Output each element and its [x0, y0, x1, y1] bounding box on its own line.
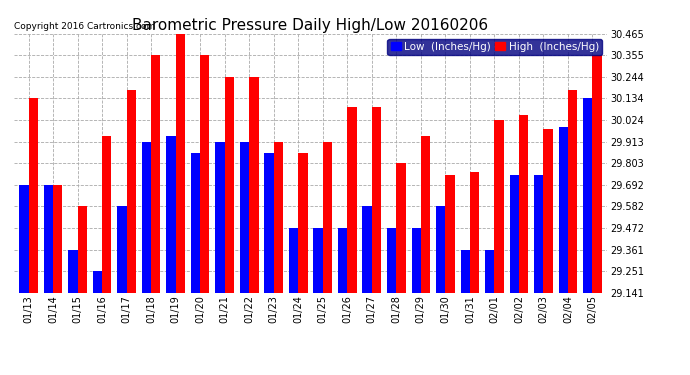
Bar: [298, 153, 308, 292]
Bar: [200, 55, 210, 292]
Bar: [396, 163, 406, 292]
Bar: [77, 206, 87, 292]
Bar: [19, 184, 28, 292]
Bar: [534, 176, 544, 292]
Bar: [372, 107, 381, 292]
Bar: [460, 249, 470, 292]
Bar: [362, 206, 372, 292]
Text: Copyright 2016 Cartronics.com: Copyright 2016 Cartronics.com: [14, 22, 155, 31]
Bar: [215, 142, 225, 292]
Title: Barometric Pressure Daily High/Low 20160206: Barometric Pressure Daily High/Low 20160…: [132, 18, 489, 33]
Bar: [289, 228, 298, 292]
Bar: [347, 107, 357, 292]
Bar: [559, 127, 568, 292]
Bar: [470, 171, 479, 292]
Bar: [338, 228, 347, 292]
Bar: [176, 34, 185, 292]
Bar: [436, 206, 445, 292]
Bar: [421, 136, 430, 292]
Bar: [151, 55, 161, 292]
Bar: [166, 136, 176, 292]
Bar: [510, 176, 519, 292]
Bar: [544, 129, 553, 292]
Bar: [264, 153, 274, 292]
Bar: [191, 153, 200, 292]
Bar: [568, 90, 578, 292]
Bar: [495, 120, 504, 292]
Bar: [411, 228, 421, 292]
Bar: [28, 99, 38, 292]
Bar: [117, 206, 126, 292]
Bar: [274, 142, 283, 292]
Bar: [313, 228, 323, 292]
Bar: [249, 77, 259, 292]
Bar: [519, 115, 529, 292]
Bar: [323, 142, 332, 292]
Bar: [142, 142, 151, 292]
Bar: [240, 142, 249, 292]
Bar: [92, 271, 102, 292]
Bar: [485, 249, 495, 292]
Legend: Low  (Inches/Hg), High  (Inches/Hg): Low (Inches/Hg), High (Inches/Hg): [388, 39, 602, 55]
Bar: [445, 176, 455, 292]
Bar: [43, 184, 53, 292]
Bar: [593, 55, 602, 292]
Bar: [53, 184, 62, 292]
Bar: [387, 228, 396, 292]
Bar: [225, 77, 234, 292]
Bar: [583, 99, 593, 292]
Bar: [68, 249, 77, 292]
Bar: [102, 136, 111, 292]
Bar: [126, 90, 136, 292]
